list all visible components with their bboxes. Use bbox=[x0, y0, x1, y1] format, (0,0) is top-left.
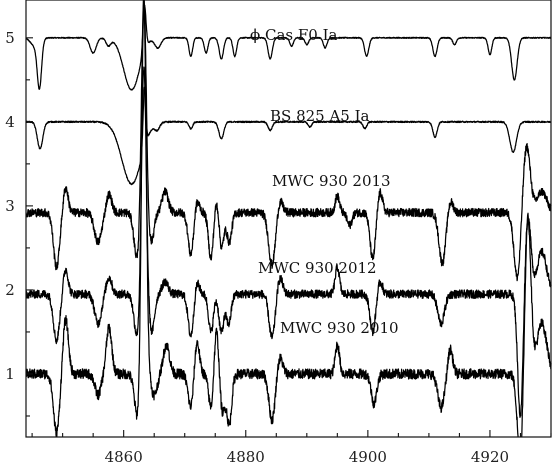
spectrum-label: MWC 930 2010 bbox=[280, 319, 399, 337]
y-tick-label: 4 bbox=[5, 113, 15, 131]
y-tick-label: 2 bbox=[5, 281, 15, 299]
x-tick-label: 4880 bbox=[227, 448, 265, 466]
spectrum-label: ϕ Cas F0 Ia bbox=[250, 26, 338, 44]
spectrum-label: BS 825 A5 Ia bbox=[270, 107, 370, 125]
spectrum-labels: ϕ Cas F0 Ia BS 825 A5 Ia MWC 930 2013 MWC 9… bbox=[250, 26, 399, 337]
spectrum-line bbox=[26, 0, 552, 282]
x-tick-label: 4860 bbox=[105, 448, 143, 466]
y-tick-label: 5 bbox=[5, 29, 15, 47]
spectrum-label: MWC 930 2013 bbox=[272, 172, 391, 190]
spectrum-line bbox=[26, 86, 552, 186]
spectra-group bbox=[26, 0, 552, 437]
y-tick-label: 3 bbox=[5, 197, 15, 215]
plot-frame bbox=[25, 0, 552, 438]
x-tick-label: 4900 bbox=[349, 448, 387, 466]
y-axis: 1 2 3 4 5 bbox=[5, 29, 33, 417]
spectrum-line bbox=[26, 66, 552, 419]
spectrum-line bbox=[26, 4, 552, 91]
spectrum-label: MWC 930 2012 bbox=[258, 259, 377, 277]
y-tick-label: 1 bbox=[5, 365, 15, 383]
x-tick-label: 4920 bbox=[471, 448, 509, 466]
spectrum-line bbox=[26, 0, 552, 437]
x-axis: 4860 4880 4900 4920 bbox=[31, 430, 552, 466]
